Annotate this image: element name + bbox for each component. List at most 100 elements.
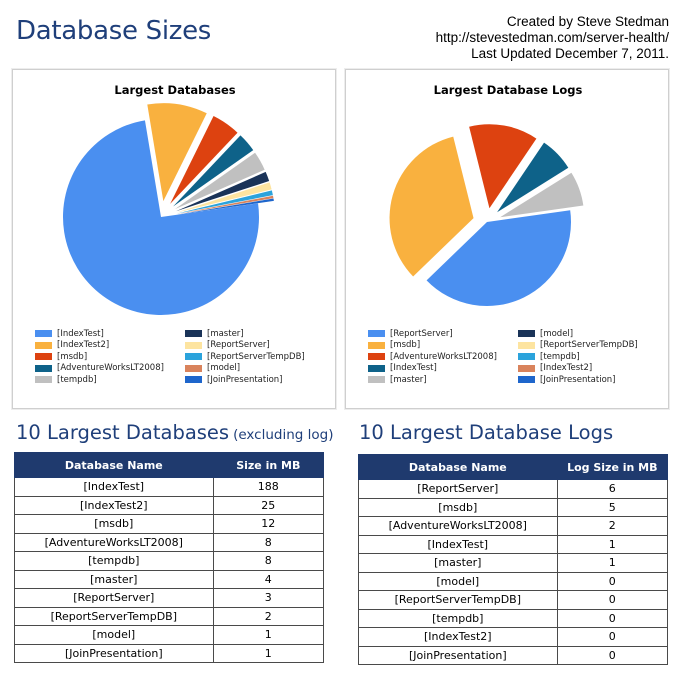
legend-swatch (35, 353, 52, 361)
pie-slice-index-test (497, 142, 569, 213)
column-header-name: Database Name (14, 452, 214, 478)
legend-item-index-test2: [IndexTest2] (35, 340, 177, 352)
legend-item-tempdb: [tempdb] (518, 351, 660, 363)
cell-size: 1 (212, 625, 325, 645)
legend-swatch (185, 341, 202, 349)
legend-label: [model] (207, 363, 241, 374)
legend-swatch (185, 330, 202, 338)
cell-database-name: [IndexTest] (14, 477, 214, 497)
table-row: [master] 4 (14, 569, 325, 589)
legend-swatch (368, 330, 385, 338)
legend-swatch (35, 364, 52, 372)
table-row: [ReportServerTempDB] 0 (358, 590, 669, 610)
section-title-text: 10 Largest Databases (16, 421, 230, 444)
table-row: [model] 1 (14, 625, 325, 645)
cell-size: 12 (212, 514, 325, 534)
cell-size: 0 (556, 608, 669, 628)
table-row: [IndexTest2] 0 (358, 627, 669, 647)
legend-swatch (185, 364, 202, 372)
legend-swatch (35, 330, 52, 338)
chart-title: Largest Database Logs (434, 83, 583, 97)
cell-size: 0 (556, 590, 669, 610)
legend-label: [JoinPresentation] (540, 374, 616, 385)
legend-swatch (518, 330, 535, 338)
cell-size: 8 (212, 532, 325, 552)
databases-pie-chart: Largest Databases [IndexTest] [master] [In… (12, 69, 336, 409)
cell-database-name: [IndexTest] (358, 534, 558, 554)
legend-label: [model] (540, 328, 574, 339)
table-row: [msdb] 5 (358, 497, 669, 517)
pie-slice-adventure-works-lt2008 (469, 124, 537, 209)
legend-label: [tempdb] (57, 374, 97, 385)
credit-url: http://stevestedman.com/server-health/ (435, 30, 669, 45)
cell-database-name: [model] (14, 625, 214, 645)
legend-label: [AdventureWorksLT2008] (57, 363, 164, 374)
chart-title: Largest Databases (114, 83, 235, 97)
table-row: [IndexTest] 1 (358, 534, 669, 554)
cell-database-name: [IndexTest2] (358, 627, 558, 647)
cell-database-name: [ReportServerTempDB] (14, 606, 214, 626)
cell-database-name: [master] (14, 569, 214, 589)
cell-database-name: [tempdb] (14, 551, 214, 571)
cell-size: 2 (212, 606, 325, 626)
legend-swatch (185, 353, 202, 361)
legend-item-tempdb: [tempdb] (35, 374, 177, 386)
cell-database-name: [msdb] (14, 514, 214, 534)
pie-slice-msdb (389, 136, 474, 277)
legend-label: [ReportServerTempDB] (540, 340, 638, 351)
table-row: [tempdb] 0 (358, 608, 669, 628)
cell-database-name: [ReportServer] (14, 588, 214, 608)
legend-label: [JoinPresentation] (207, 374, 283, 385)
cell-database-name: [msdb] (358, 497, 558, 517)
legend-label: [master] (207, 328, 244, 339)
legend-swatch (518, 364, 535, 372)
cell-size: 0 (556, 627, 669, 647)
cell-database-name: [ReportServerTempDB] (358, 590, 558, 610)
legend-label: [msdb] (390, 340, 421, 351)
pie-slice-join-presentation (176, 198, 274, 215)
legend-item-index-test: [IndexTest] (35, 328, 177, 340)
legend-label: [IndexTest] (57, 328, 104, 339)
legend-item-msdb: [msdb] (368, 340, 510, 352)
cell-database-name: [IndexTest2] (14, 495, 214, 515)
legend-swatch (368, 376, 385, 384)
pie-slice-tempdb (174, 152, 265, 210)
table-row: [AdventureWorksLT2008] 8 (14, 532, 325, 552)
pie-slice-report-server (426, 210, 571, 306)
cell-database-name: [master] (358, 553, 558, 573)
cell-size: 3 (212, 588, 325, 608)
legend-label: [ReportServer] (390, 328, 453, 339)
column-header-size: Log Size in MB (556, 454, 669, 480)
logs-section-title: 10 Largest Database Logs (359, 421, 614, 444)
logs-pie-chart: Largest Database Logs [ReportServer] [mod… (345, 69, 669, 409)
cell-size: 1 (212, 643, 325, 663)
legend-item-index-test: [IndexTest] (368, 363, 510, 375)
legend-item-join-presentation: [JoinPresentation] (518, 374, 660, 386)
legend-item-model: [model] (185, 363, 327, 375)
legend-label: [tempdb] (540, 351, 580, 362)
legend-swatch (368, 364, 385, 372)
cell-size: 0 (556, 571, 669, 591)
table-row: [ReportServerTempDB] 2 (14, 606, 325, 626)
legend-swatch (35, 341, 52, 349)
cell-size: 2 (556, 516, 669, 536)
databases-pie-svg: Largest Databases (62, 83, 274, 316)
table-row: [AdventureWorksLT2008] 2 (358, 516, 669, 536)
pie-slice-index-test2 (147, 103, 207, 202)
section-subtitle: (excluding log) (233, 427, 334, 443)
credits: Created by Steve Stedman http://steveste… (436, 14, 669, 62)
table-row: [IndexTest2] 25 (14, 495, 325, 515)
pie-slice-index-test (62, 120, 259, 316)
cell-size: 0 (556, 645, 669, 665)
legend-item-msdb: [msdb] (35, 351, 177, 363)
logs-table: Database Name Log Size in MB [ReportServe… (358, 454, 669, 665)
legend-label: [AdventureWorksLT2008] (390, 351, 497, 362)
table-row: [IndexTest] 188 (14, 477, 325, 497)
legend-label: [IndexTest] (390, 363, 437, 374)
legend-label: [msdb] (57, 351, 88, 362)
column-header-name: Database Name (358, 454, 558, 480)
legend-item-report-server-temp-db: [ReportServerTempDB] (185, 351, 327, 363)
table-header-row: Database Name Size in MB (14, 452, 325, 478)
cell-size: 8 (212, 551, 325, 571)
cell-size: 6 (556, 479, 669, 499)
